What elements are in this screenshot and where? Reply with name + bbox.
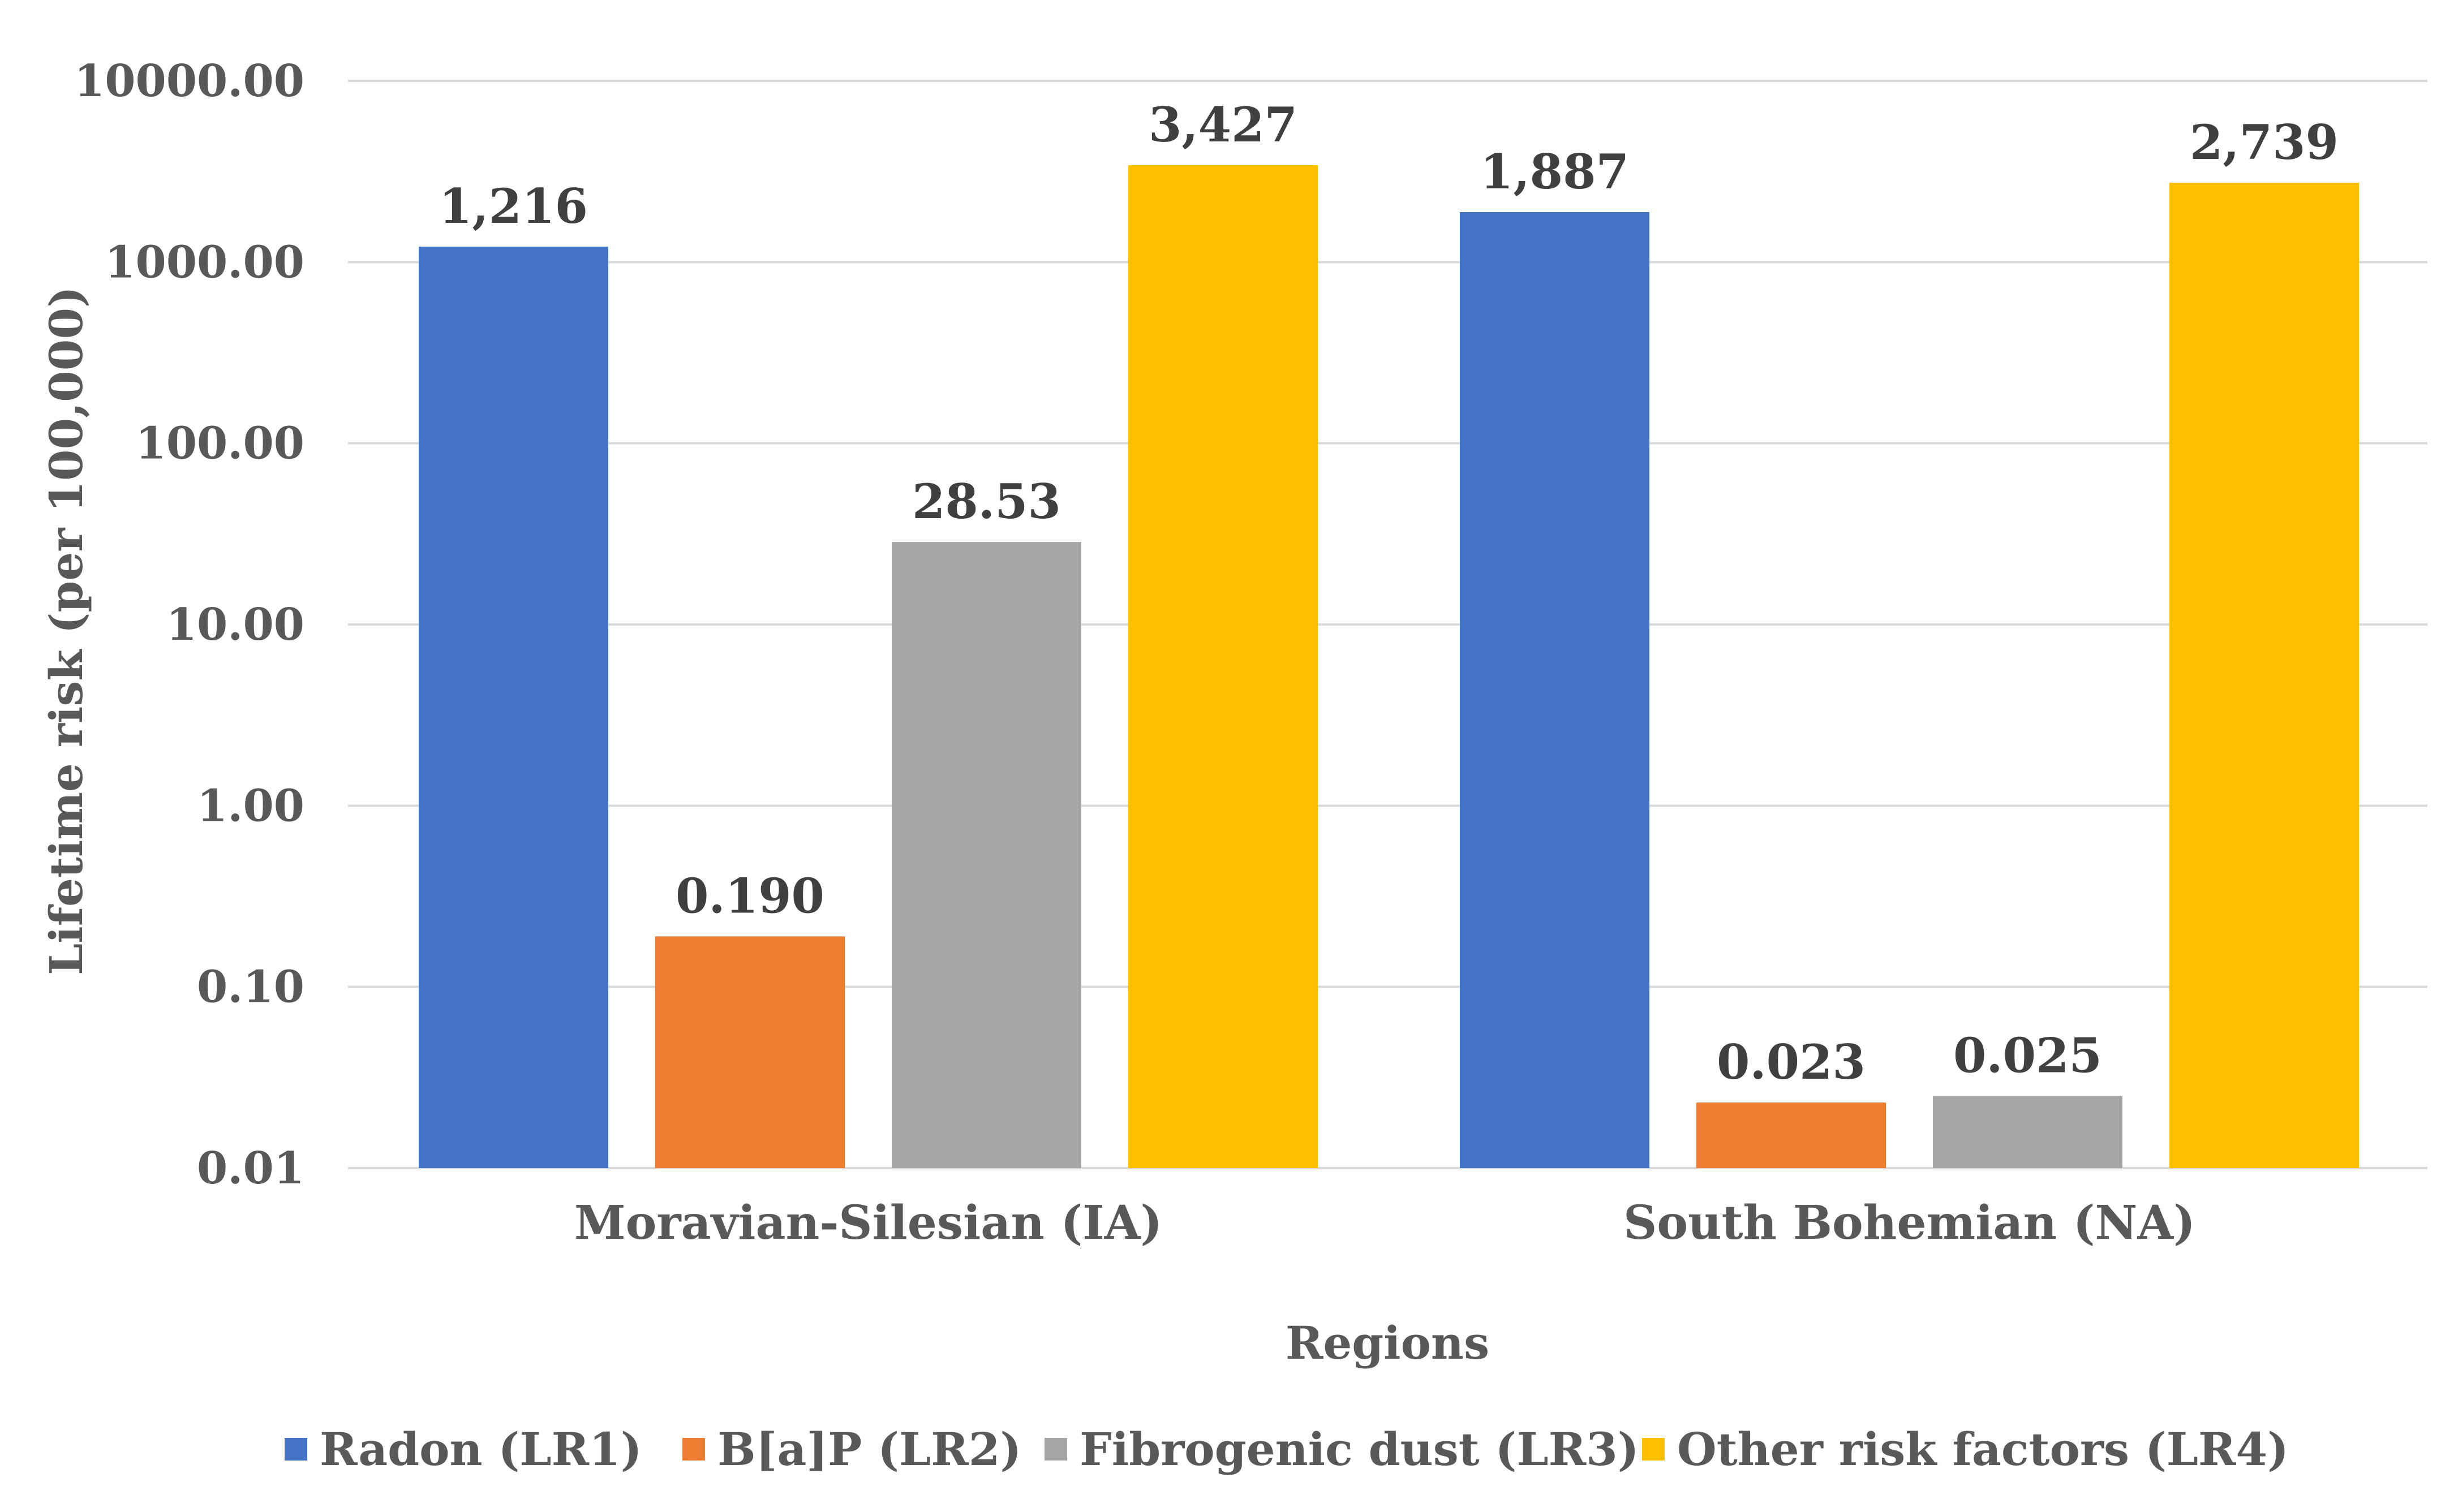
- legend-swatch: [285, 1438, 307, 1461]
- data-label: 0.023: [1717, 1034, 1866, 1090]
- bar: [892, 542, 1081, 1169]
- y-tick-label: 0.01: [197, 1143, 304, 1194]
- x-axis-categories: Moravian-Silesian (IA) South Bohemian (NA…: [574, 1196, 2195, 1250]
- legend-label: Fibrogenic dust (LR3): [1080, 1423, 1639, 1476]
- y-tick-label: 1000.00: [105, 236, 304, 288]
- data-label: 28.53: [912, 473, 1061, 529]
- y-tick-label: 10.00: [166, 599, 304, 651]
- data-label: 3,427: [1149, 97, 1297, 153]
- bar: [1128, 165, 1318, 1168]
- y-tick-label: 100.00: [135, 418, 304, 469]
- legend-swatch: [1642, 1438, 1665, 1461]
- bar: [2169, 183, 2359, 1169]
- bar: [1696, 1102, 1886, 1168]
- legend-swatch: [682, 1438, 705, 1461]
- data-label: 0.025: [1953, 1028, 2102, 1084]
- y-axis-ticks: 0.01 0.10 1.00 10.00 100.00 1000.00 10000.00: [74, 55, 304, 1194]
- data-label: 1,887: [1480, 144, 1629, 200]
- data-labels: 1,216 0.190 28.53 3,427 1,887 0.023 0.025 2,739: [439, 97, 2339, 1090]
- x-category-label: South Bohemian (NA): [1623, 1196, 2195, 1250]
- bar: [1460, 212, 1649, 1169]
- x-category-label: Moravian-Silesian (IA): [574, 1196, 1162, 1250]
- data-label: 1,216: [439, 178, 588, 234]
- legend: Radon (LR1) B[a]P (LR2) Fibrogenic dust (L…: [285, 1423, 2289, 1476]
- bar: [655, 936, 845, 1168]
- y-axis-title: Lifetime risk (per 100,000): [40, 286, 93, 975]
- legend-label: Radon (LR1): [320, 1423, 642, 1476]
- bar: [419, 247, 608, 1169]
- data-label: 2,739: [2190, 114, 2339, 170]
- bar: [1933, 1096, 2122, 1168]
- x-axis-title: Regions: [1286, 1316, 1489, 1369]
- legend-swatch: [1045, 1438, 1067, 1461]
- data-label: 0.190: [676, 868, 824, 924]
- legend-label: Other risk factors (LR4): [1677, 1423, 2289, 1476]
- y-tick-label: 0.10: [197, 962, 304, 1013]
- bars: [419, 165, 2359, 1169]
- y-tick-label: 10000.00: [74, 55, 304, 107]
- y-tick-label: 1.00: [197, 780, 304, 832]
- legend-label: B[a]P (LR2): [717, 1423, 1021, 1476]
